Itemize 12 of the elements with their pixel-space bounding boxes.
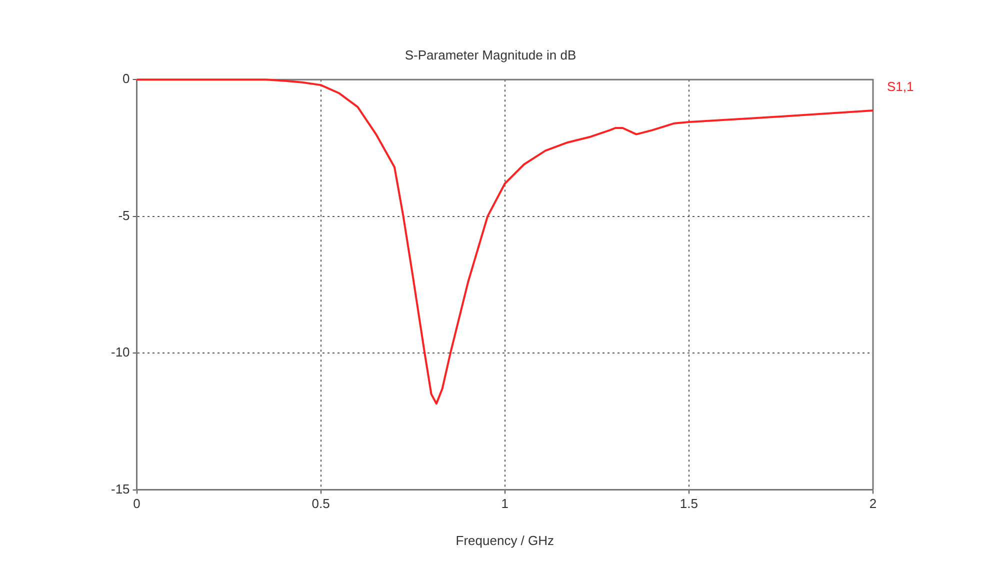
y-tick-label: -10 [110, 344, 130, 360]
x-axis-title: Frequency / GHz [456, 532, 554, 548]
y-tick-label: -15 [110, 481, 130, 496]
chart-title: S-Parameter Magnitude in dB [404, 47, 576, 62]
x-tick-label: 1.5 [680, 496, 698, 512]
x-tick-label: 1 [501, 496, 509, 512]
x-tick-label: 0 [133, 496, 140, 512]
x-tick-label: 2 [869, 496, 877, 512]
series-label: S1,1 [887, 79, 914, 94]
y-tick-label: -5 [118, 208, 130, 223]
y-tick-label: 0 [122, 71, 130, 86]
x-tick-label: 0.5 [312, 496, 330, 512]
